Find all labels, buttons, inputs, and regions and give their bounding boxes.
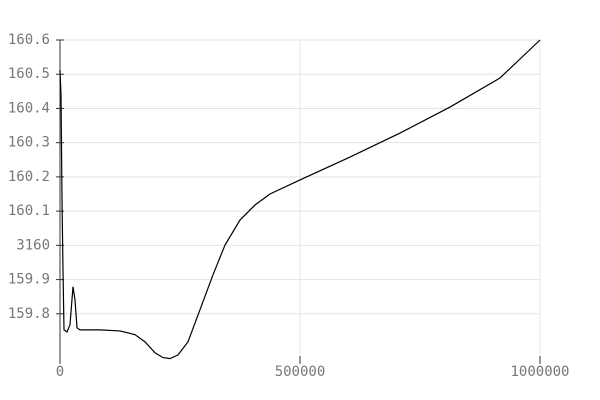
y-tick-label: 160.6: [8, 32, 50, 48]
y-tick-label: 159.8: [8, 306, 50, 322]
line: [59, 39, 541, 360]
x-tick-label: 1000000: [510, 364, 569, 380]
y-tick-label: 3160: [16, 237, 50, 253]
y-tick-label: 159.9: [8, 272, 50, 288]
y-tick-label: 160.4: [8, 100, 50, 116]
y-tick-label: 160.5: [8, 66, 50, 82]
y-tick-label: 160.1: [8, 203, 50, 219]
x-tick-label: 0: [56, 364, 64, 380]
x-tick-label: 500000: [275, 364, 326, 380]
y-tick-label: 160.3: [8, 135, 50, 151]
y-tick-label: 160.2: [8, 169, 50, 185]
